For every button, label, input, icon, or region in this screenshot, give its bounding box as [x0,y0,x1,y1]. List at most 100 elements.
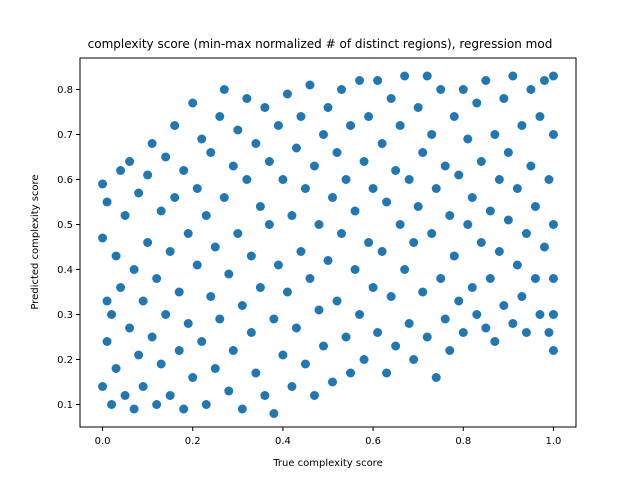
x-axis-ticks: 0.0 0.2 0.4 0.6 0.8 1.0 [95,427,561,447]
scatter-points [98,71,558,418]
data-point-9 [111,364,121,373]
data-point-11 [116,283,126,292]
data-point-152 [436,274,446,283]
data-point-51 [206,148,216,157]
data-point-142 [413,103,423,112]
data-point-181 [499,301,509,310]
data-point-195 [530,202,540,211]
data-point-48 [201,400,211,409]
data-point-112 [346,121,356,130]
data-point-85 [282,287,292,297]
data-point-65 [237,404,247,414]
data-point-67 [242,175,252,184]
data-point-124 [373,76,383,85]
data-point-97 [309,161,319,171]
data-point-125 [373,328,383,337]
data-point-120 [364,238,374,247]
data-point-141 [409,355,419,364]
x-tick-label: 0.0 [95,436,111,447]
data-point-132 [391,166,401,175]
data-point-158 [449,112,459,121]
data-point-183 [503,148,513,157]
data-point-129 [382,197,392,207]
data-point-204 [548,220,558,229]
data-point-6 [107,400,117,409]
data-point-56 [219,85,229,94]
data-point-36 [174,346,184,355]
data-point-23 [143,238,153,247]
data-point-122 [368,283,378,292]
data-point-33 [165,391,175,400]
x-axis-label: True complexity score [272,458,382,469]
data-point-94 [305,274,315,283]
data-point-130 [386,94,396,103]
data-point-3 [102,197,112,207]
data-point-92 [300,359,310,369]
data-point-28 [156,206,166,216]
data-point-146 [422,71,432,81]
data-point-2 [98,233,108,243]
data-point-29 [156,359,166,369]
data-point-49 [201,211,211,220]
data-point-114 [350,265,360,274]
data-point-176 [490,130,500,139]
data-point-59 [224,269,234,279]
data-point-50 [206,292,216,301]
data-point-138 [404,319,414,328]
data-point-54 [215,112,225,121]
data-point-177 [490,337,500,346]
data-point-149 [427,130,437,139]
data-point-88 [291,143,301,153]
data-point-18 [134,350,144,360]
data-point-187 [512,184,522,193]
data-point-163 [458,328,468,337]
data-point-200 [544,175,554,184]
data-point-64 [237,301,247,310]
data-point-143 [413,202,423,211]
data-point-151 [431,184,441,193]
data-point-101 [318,341,328,351]
data-point-43 [188,373,198,382]
chart-title: complexity score (min-max normalized # o… [88,37,553,51]
data-point-134 [395,220,405,229]
data-point-109 [337,229,347,238]
data-point-82 [278,350,288,360]
data-point-20 [138,296,148,306]
data-point-165 [463,134,473,144]
data-point-193 [526,161,536,171]
data-point-119 [359,355,369,364]
data-point-71 [251,368,261,378]
data-point-83 [278,175,288,184]
data-point-169 [472,310,482,319]
data-point-191 [521,328,531,337]
data-point-121 [364,112,374,121]
data-point-41 [183,319,193,328]
data-point-154 [440,314,450,324]
data-point-12 [120,391,130,400]
data-point-42 [188,98,198,108]
data-point-47 [197,337,207,346]
data-point-126 [377,139,387,148]
data-point-77 [264,157,274,166]
data-point-131 [386,292,396,301]
data-point-70 [251,139,261,148]
data-point-22 [143,170,153,180]
data-point-40 [183,229,193,238]
data-point-27 [152,274,162,283]
x-tick-label: 0.6 [365,436,381,447]
data-point-63 [233,229,243,238]
data-point-21 [138,382,148,391]
data-point-80 [273,121,283,130]
data-point-106 [332,148,342,157]
data-point-117 [355,310,365,319]
data-point-123 [368,184,378,193]
data-point-99 [314,220,324,229]
data-point-74 [260,103,270,112]
data-point-105 [328,193,338,202]
data-point-174 [485,206,495,216]
data-point-61 [228,346,238,355]
data-point-137 [400,71,410,81]
y-tick-label: 0.8 [57,85,73,96]
